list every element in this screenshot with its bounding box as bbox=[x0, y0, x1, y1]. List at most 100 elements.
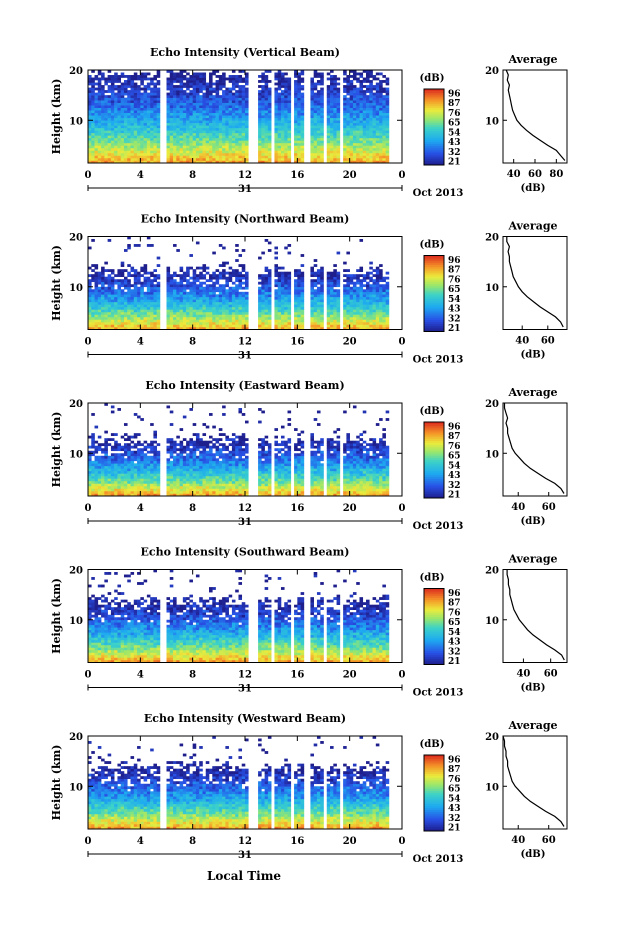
heatmap-cell bbox=[202, 120, 206, 123]
heatmap-cell bbox=[274, 90, 278, 93]
heatmap-cell bbox=[219, 289, 223, 292]
heatmap-cell bbox=[366, 98, 370, 101]
heatmap-cell bbox=[346, 123, 350, 126]
heatmap-cell bbox=[297, 322, 301, 325]
heatmap-cell bbox=[111, 150, 115, 153]
heatmap-cell bbox=[343, 113, 347, 116]
heatmap-cell bbox=[310, 138, 314, 141]
heatmap-cell bbox=[108, 135, 112, 138]
heatmap-cell bbox=[140, 120, 144, 123]
heatmap-cell bbox=[366, 85, 370, 88]
heatmap-cell bbox=[386, 143, 390, 146]
heatmap-cell bbox=[320, 314, 324, 317]
heatmap-cell bbox=[229, 140, 233, 143]
heatmap-cell bbox=[212, 128, 216, 131]
heatmap-cell bbox=[212, 158, 216, 161]
heatmap-cell bbox=[284, 83, 288, 86]
heatmap-cell bbox=[356, 93, 360, 96]
heatmap-cell bbox=[131, 85, 135, 88]
heatmap-cell bbox=[245, 277, 249, 280]
heatmap-cell bbox=[379, 158, 383, 161]
heatmap-cell bbox=[186, 267, 190, 270]
heatmap-cell bbox=[199, 140, 203, 143]
heatmap-cell bbox=[317, 143, 321, 146]
heatmap-cell bbox=[216, 105, 220, 108]
heatmap-cell bbox=[127, 83, 131, 86]
heatmap-cell bbox=[284, 304, 288, 307]
heatmap-cell bbox=[281, 105, 285, 108]
heatmap-cell bbox=[301, 105, 305, 108]
heatmap-cell bbox=[356, 118, 360, 121]
heatmap-cell bbox=[140, 80, 144, 83]
heatmap-cell bbox=[281, 302, 285, 305]
heatmap-cell bbox=[91, 461, 95, 464]
heatmap-cell bbox=[98, 83, 102, 86]
heatmap-cell bbox=[121, 128, 125, 131]
heatmap-cell bbox=[140, 153, 144, 156]
heatmap-cell bbox=[147, 110, 151, 113]
heatmap-cell bbox=[268, 128, 272, 131]
heatmap-cell bbox=[238, 115, 242, 118]
heatmap-cell bbox=[134, 113, 138, 116]
heatmap-cell bbox=[170, 279, 174, 282]
heatmap-cell bbox=[180, 148, 184, 151]
heatmap-cell bbox=[219, 150, 223, 153]
heatmap-cell bbox=[238, 105, 242, 108]
heatmap-cell bbox=[150, 282, 154, 285]
heatmap-cell bbox=[333, 299, 337, 302]
heatmap-cell bbox=[176, 73, 180, 76]
heatmap-cell bbox=[127, 143, 131, 146]
heatmap-cell bbox=[333, 150, 337, 153]
heatmap-cell bbox=[147, 324, 151, 327]
heatmap-cell bbox=[147, 108, 151, 111]
heatmap-cell bbox=[91, 441, 95, 444]
heatmap-cell bbox=[98, 314, 102, 317]
heatmap-cell bbox=[310, 267, 314, 270]
heatmap-cell bbox=[294, 302, 298, 305]
heatmap-cell bbox=[278, 88, 282, 91]
heatmap-cell bbox=[157, 317, 161, 320]
heatmap-cell bbox=[261, 128, 265, 131]
heatmap-cell bbox=[258, 123, 262, 126]
heatmap-cell bbox=[366, 90, 370, 93]
heatmap-cell bbox=[245, 319, 249, 322]
heatmap-cell bbox=[137, 297, 141, 300]
heatmap-cell bbox=[314, 118, 318, 121]
heatmap-cell bbox=[114, 130, 118, 133]
heatmap-cell bbox=[98, 461, 102, 464]
heatmap-cell bbox=[284, 312, 288, 315]
heatmap-cell bbox=[111, 125, 115, 128]
heatmap-cell bbox=[232, 322, 236, 325]
heatmap-cell bbox=[369, 294, 373, 297]
heatmap-cell bbox=[363, 100, 367, 103]
heatmap-cell bbox=[193, 113, 197, 116]
heatmap-cell bbox=[353, 105, 357, 108]
heatmap-cell bbox=[363, 143, 367, 146]
heatmap-cell bbox=[88, 130, 92, 133]
heatmap-cell bbox=[189, 100, 193, 103]
colorbar-unit: (dB) bbox=[420, 73, 445, 84]
heatmap-cell bbox=[137, 128, 141, 131]
heatmap-cell bbox=[330, 150, 334, 153]
heatmap-cell bbox=[245, 148, 249, 151]
heatmap-cell bbox=[350, 322, 354, 325]
heatmap-cell bbox=[104, 324, 108, 327]
heatmap-cell bbox=[268, 279, 272, 282]
heatmap-cell bbox=[176, 125, 180, 128]
heatmap-cell bbox=[104, 481, 108, 484]
heatmap-cell bbox=[346, 120, 350, 123]
heatmap-cell bbox=[379, 294, 383, 297]
heatmap-cell bbox=[363, 307, 367, 310]
heatmap-cell bbox=[363, 110, 367, 113]
heatmap-cell bbox=[88, 468, 92, 471]
heatmap-cell bbox=[183, 294, 187, 297]
heatmap-cell bbox=[176, 93, 180, 96]
heatmap-cell bbox=[186, 98, 190, 101]
heatmap-cell bbox=[196, 143, 200, 146]
heatmap-cell bbox=[327, 95, 331, 98]
heatmap-cell bbox=[274, 103, 278, 106]
heatmap-cell bbox=[268, 282, 272, 285]
heatmap-cell bbox=[229, 302, 233, 305]
heatmap-cell bbox=[284, 88, 288, 91]
heatmap-cell bbox=[317, 319, 321, 322]
